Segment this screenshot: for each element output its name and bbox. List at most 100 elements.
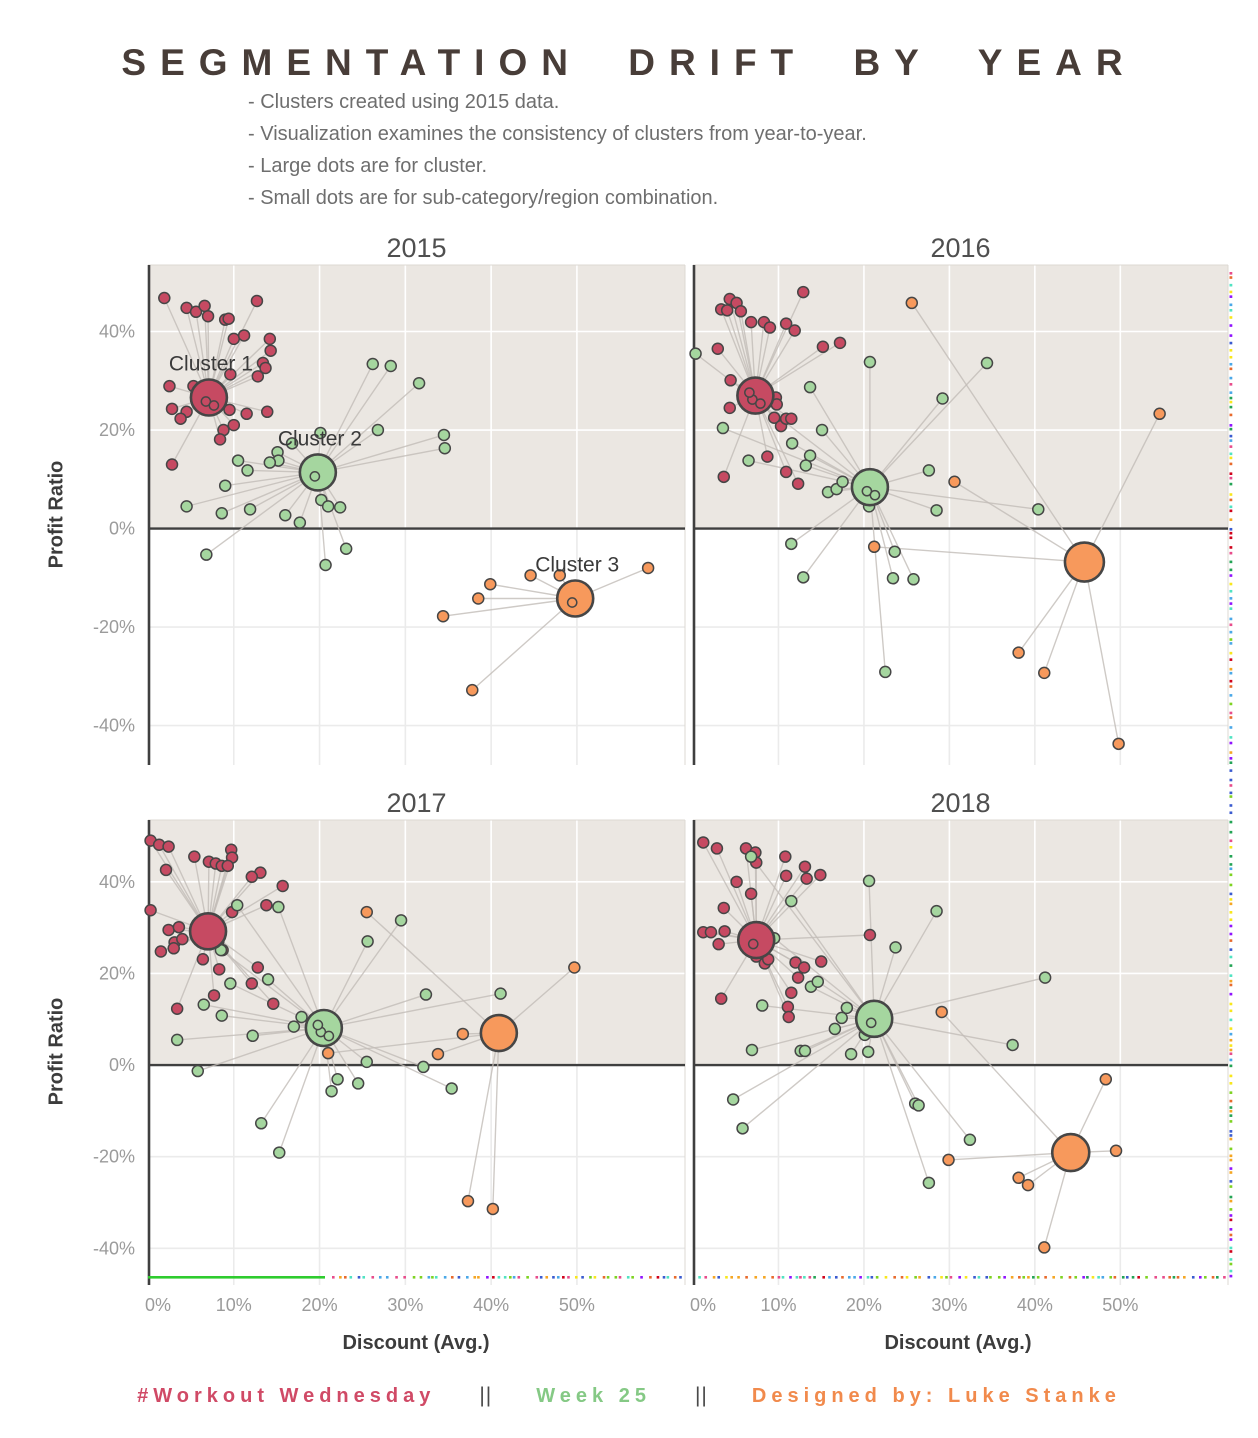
data-point-cluster2[interactable] bbox=[745, 1043, 759, 1057]
data-point-cluster2[interactable] bbox=[361, 935, 374, 948]
data-point-cluster3[interactable] bbox=[641, 561, 655, 575]
data-point-cluster1[interactable] bbox=[717, 470, 731, 484]
data-point-cluster1[interactable] bbox=[785, 412, 798, 425]
data-point-cluster2[interactable] bbox=[1006, 1038, 1019, 1052]
data-point-cluster1[interactable] bbox=[796, 285, 810, 299]
data-point-cluster1[interactable] bbox=[163, 379, 176, 393]
data-point-cluster2[interactable] bbox=[785, 437, 799, 450]
data-point-cluster1[interactable] bbox=[266, 997, 280, 1010]
data-point-cluster1[interactable] bbox=[198, 299, 211, 313]
data-point-cluster2[interactable] bbox=[726, 1093, 740, 1106]
data-point-cluster1[interactable] bbox=[176, 932, 189, 946]
data-point-cluster2[interactable] bbox=[1032, 503, 1045, 516]
data-point-cluster3[interactable] bbox=[1012, 1171, 1025, 1185]
data-point-cluster1[interactable] bbox=[730, 875, 743, 889]
data-point-cluster3[interactable] bbox=[456, 1027, 470, 1041]
data-point-cluster1[interactable] bbox=[259, 361, 272, 375]
data-point-cluster2[interactable] bbox=[218, 479, 232, 492]
data-point-cluster3[interactable] bbox=[942, 1153, 955, 1167]
data-point-cluster1[interactable] bbox=[245, 977, 259, 990]
data-point-cluster2[interactable] bbox=[689, 347, 702, 360]
data-point-cluster3[interactable] bbox=[568, 961, 581, 974]
data-point-cluster1[interactable] bbox=[814, 955, 828, 968]
data-point-cluster1[interactable] bbox=[781, 1000, 795, 1014]
data-point-cluster2[interactable] bbox=[417, 1060, 430, 1074]
data-point-cluster2[interactable] bbox=[197, 998, 211, 1011]
data-point-cluster2[interactable] bbox=[339, 542, 353, 555]
data-point-cluster1[interactable] bbox=[165, 458, 179, 471]
data-point-cluster2[interactable] bbox=[886, 572, 900, 585]
data-point-cluster2[interactable] bbox=[785, 894, 798, 908]
data-point-cluster1[interactable] bbox=[221, 859, 235, 873]
data-point-cluster1[interactable] bbox=[174, 412, 187, 425]
data-point-cluster2[interactable] bbox=[889, 941, 902, 954]
data-point-cluster2[interactable] bbox=[272, 900, 285, 914]
data-point-cluster2[interactable] bbox=[384, 359, 398, 373]
data-point-cluster2[interactable] bbox=[930, 504, 943, 517]
data-point-cluster1[interactable] bbox=[718, 925, 731, 938]
data-point-cluster1[interactable] bbox=[710, 842, 724, 855]
data-point-cluster1[interactable] bbox=[833, 336, 847, 350]
data-point-cluster1[interactable] bbox=[717, 901, 731, 915]
data-point-cluster2[interactable] bbox=[438, 442, 452, 455]
data-point-cluster1[interactable] bbox=[779, 317, 793, 330]
data-point-cluster1[interactable] bbox=[162, 840, 175, 853]
data-point-cluster2[interactable] bbox=[285, 437, 299, 450]
data-point-cluster1[interactable] bbox=[763, 321, 777, 334]
data-point-cluster1[interactable] bbox=[224, 368, 237, 381]
data-point-cluster1[interactable] bbox=[170, 1002, 184, 1015]
data-point-cluster2[interactable] bbox=[862, 874, 876, 888]
data-point-cluster3[interactable] bbox=[935, 1005, 948, 1019]
data-point-cluster1[interactable] bbox=[212, 963, 226, 976]
data-point-cluster2[interactable] bbox=[796, 571, 810, 584]
data-point-cluster2[interactable] bbox=[744, 850, 758, 863]
data-point-cluster3[interactable] bbox=[472, 592, 485, 605]
data-point-cluster1[interactable] bbox=[761, 450, 774, 463]
data-point-cluster2[interactable] bbox=[980, 356, 994, 370]
data-point-cluster1[interactable] bbox=[782, 1010, 795, 1024]
data-point-cluster2[interactable] bbox=[319, 558, 332, 572]
data-point-cluster3[interactable] bbox=[1109, 1144, 1123, 1158]
data-point-cluster3[interactable] bbox=[321, 1046, 335, 1060]
data-point-cluster1[interactable] bbox=[223, 403, 236, 417]
data-point-cluster2[interactable] bbox=[180, 500, 193, 513]
data-point-cluster2[interactable] bbox=[963, 1133, 977, 1147]
data-point-cluster1[interactable] bbox=[767, 411, 781, 424]
data-point-cluster3[interactable] bbox=[905, 296, 919, 310]
data-point-cluster1[interactable] bbox=[240, 407, 253, 421]
data-point-cluster1[interactable] bbox=[276, 879, 289, 893]
data-point-cluster2[interactable] bbox=[170, 1033, 184, 1047]
data-point-cluster2[interactable] bbox=[879, 665, 892, 679]
data-point-cluster1[interactable] bbox=[264, 344, 277, 357]
data-point-cluster1[interactable] bbox=[779, 850, 792, 863]
data-point-cluster3[interactable] bbox=[1112, 737, 1125, 751]
data-point-cluster1[interactable] bbox=[714, 992, 728, 1005]
data-point-cluster1[interactable] bbox=[697, 836, 710, 849]
data-point-cluster3[interactable] bbox=[461, 1194, 475, 1208]
data-point-cluster2[interactable] bbox=[243, 503, 257, 516]
data-point-cluster2[interactable] bbox=[287, 1020, 301, 1033]
data-point-cluster1[interactable] bbox=[213, 433, 227, 446]
data-point-cluster2[interactable] bbox=[263, 456, 277, 469]
data-point-cluster1[interactable] bbox=[720, 304, 734, 317]
data-point-cluster1[interactable] bbox=[165, 402, 179, 416]
data-point-cluster3[interactable] bbox=[948, 475, 961, 488]
data-point-cluster1[interactable] bbox=[744, 887, 758, 901]
data-point-cluster2[interactable] bbox=[785, 537, 798, 551]
data-point-cluster1[interactable] bbox=[791, 971, 805, 984]
data-point-cluster1[interactable] bbox=[704, 925, 718, 939]
data-point-cluster1[interactable] bbox=[744, 315, 758, 329]
cluster-dot-cluster3[interactable] bbox=[1050, 1132, 1091, 1173]
data-point-cluster1[interactable] bbox=[814, 868, 827, 882]
data-point-cluster2[interactable] bbox=[861, 1045, 875, 1059]
data-point-cluster2[interactable] bbox=[815, 423, 829, 437]
data-point-cluster1[interactable] bbox=[863, 928, 877, 942]
data-point-cluster2[interactable] bbox=[333, 501, 347, 514]
data-point-cluster2[interactable] bbox=[755, 999, 769, 1012]
data-point-cluster2[interactable] bbox=[371, 423, 385, 437]
data-point-cluster1[interactable] bbox=[785, 986, 798, 999]
data-point-cluster2[interactable] bbox=[799, 459, 813, 472]
data-point-cluster2[interactable] bbox=[230, 898, 244, 912]
data-point-cluster1[interactable] bbox=[712, 937, 725, 951]
data-point-cluster2[interactable] bbox=[366, 357, 380, 371]
